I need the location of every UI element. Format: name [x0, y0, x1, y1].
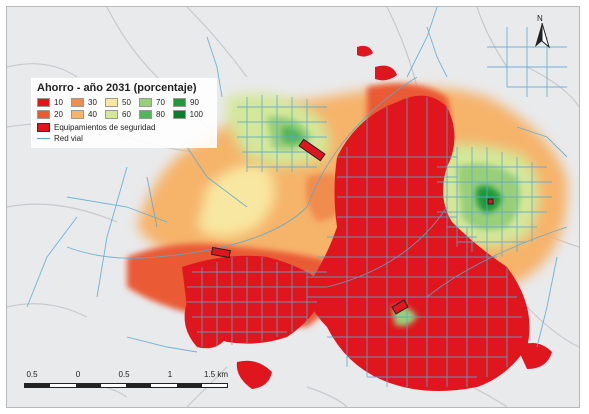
legend-class: 100	[173, 110, 203, 119]
legend-class-label: 30	[88, 98, 97, 107]
legend-title: Ahorro - año 2031 (porcentaje)	[37, 82, 197, 94]
scale-label: 0	[75, 370, 81, 379]
scale-labels: 0.5 0 0.5 1 1.5 km	[24, 370, 228, 382]
north-arrow: N	[531, 14, 553, 49]
legend-swatch	[71, 98, 84, 107]
legend-class-label: 90	[190, 98, 199, 107]
legend-swatch	[139, 98, 152, 107]
scale-label: 0.5	[118, 370, 130, 379]
legend-class-label: 70	[156, 98, 165, 107]
scale-label: 1.5 km	[203, 370, 229, 379]
security-facility	[391, 299, 409, 315]
legend-swatch	[37, 98, 50, 107]
legend-class-label: 10	[54, 98, 63, 107]
security-facility	[487, 198, 494, 205]
legend-class-label: 80	[156, 110, 165, 119]
legend-swatch	[71, 110, 84, 119]
security-facility	[210, 246, 231, 259]
road-network	[26, 7, 568, 387]
equipment-swatch	[37, 123, 50, 132]
security-equipment	[210, 138, 494, 315]
legend-class: 30	[71, 98, 101, 107]
north-arrow-icon	[535, 23, 550, 49]
legend-class-label: 100	[189, 110, 203, 119]
legend-swatch	[173, 110, 186, 119]
legend-swatch	[173, 98, 186, 107]
legend-roads: Red vial	[37, 134, 211, 143]
map-canvas	[7, 7, 579, 407]
legend-class-label: 60	[122, 110, 131, 119]
legend-class-label: 40	[88, 110, 97, 119]
legend-class-label: 20	[54, 110, 63, 119]
legend-class: 20	[37, 110, 67, 119]
north-label: N	[537, 14, 543, 23]
legend-swatch	[105, 110, 118, 119]
legend-class: 50	[105, 98, 135, 107]
legend-road-label: Red vial	[54, 134, 83, 143]
legend-class: 60	[105, 110, 135, 119]
scale-bar: 0.5 0 0.5 1 1.5 km	[24, 370, 228, 400]
legend-class: 70	[139, 98, 169, 107]
road-swatch	[37, 138, 50, 139]
map-legend: Ahorro - año 2031 (porcentaje) 10 30 50 …	[31, 78, 217, 148]
legend-classes: 10 30 50 70 90 20 40 60 80 100	[37, 98, 211, 119]
legend-class: 40	[71, 110, 101, 119]
legend-class: 90	[173, 98, 203, 107]
scale-label: 0.5	[26, 370, 38, 379]
legend-class-label: 50	[122, 98, 131, 107]
legend-equipment: Equipamientos de seguridad	[37, 123, 211, 132]
legend-class: 10	[37, 98, 67, 107]
scale-segments	[24, 383, 228, 388]
legend-swatch	[139, 110, 152, 119]
legend-swatch	[37, 110, 50, 119]
legend-equipment-label: Equipamientos de seguridad	[54, 123, 156, 132]
legend-class: 80	[139, 110, 169, 119]
legend-swatch	[105, 98, 118, 107]
map-frame	[6, 6, 580, 408]
security-facility	[298, 138, 326, 162]
scale-label: 1	[167, 370, 173, 379]
